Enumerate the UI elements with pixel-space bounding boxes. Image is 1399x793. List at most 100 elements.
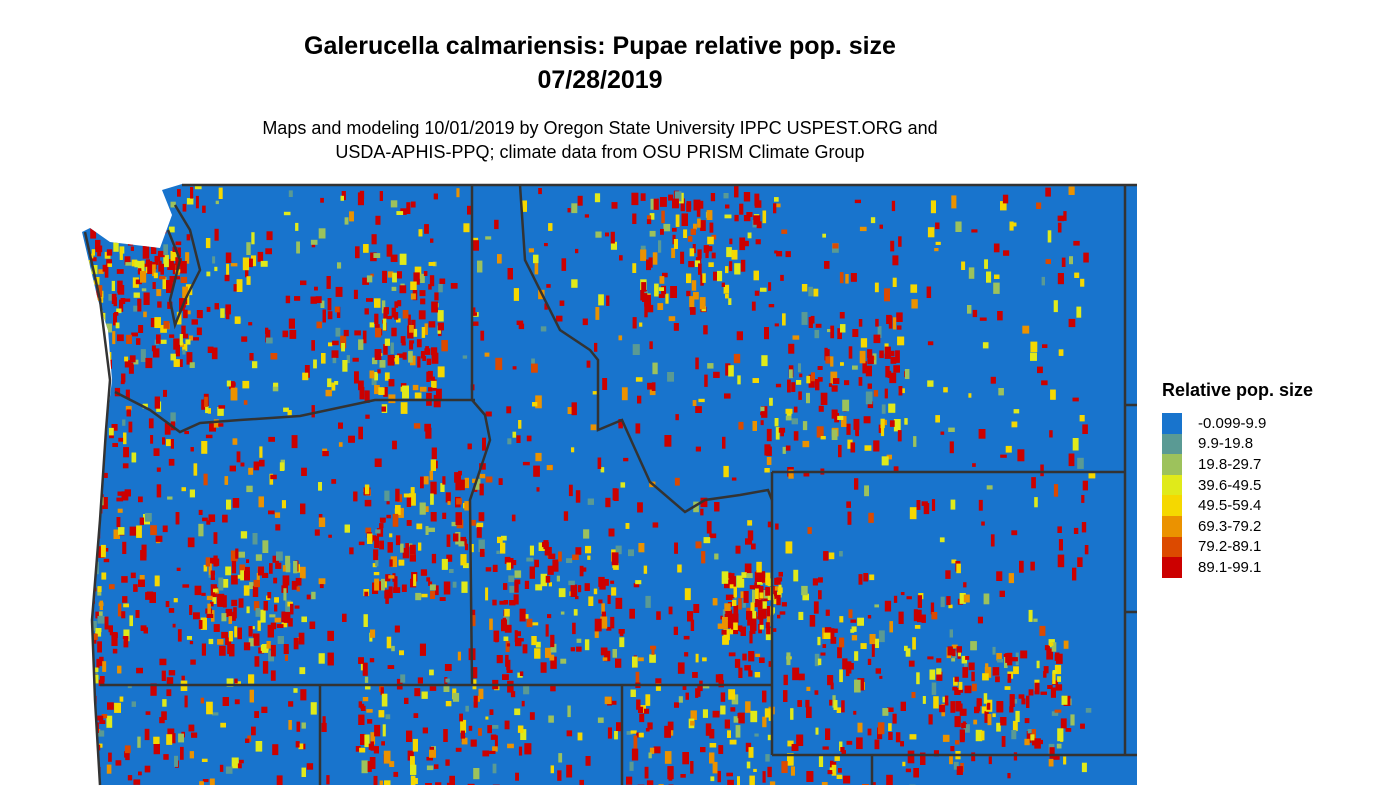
population-cell bbox=[577, 195, 583, 206]
population-cell bbox=[181, 487, 186, 492]
population-cell bbox=[607, 595, 611, 604]
population-cell bbox=[740, 591, 746, 598]
population-cell bbox=[701, 551, 706, 564]
population-cell bbox=[1051, 711, 1059, 716]
population-cell bbox=[458, 541, 465, 547]
population-cell bbox=[224, 476, 229, 485]
population-cell bbox=[1007, 773, 1011, 779]
population-cell bbox=[614, 731, 618, 740]
population-cell bbox=[516, 435, 521, 443]
population-cell bbox=[680, 774, 686, 778]
population-cell bbox=[97, 285, 103, 298]
population-cell bbox=[370, 273, 374, 277]
population-cell bbox=[153, 236, 160, 240]
population-cell bbox=[600, 647, 608, 656]
population-cell bbox=[728, 365, 734, 377]
population-cell bbox=[123, 447, 129, 458]
population-cell bbox=[90, 227, 97, 239]
population-cell bbox=[802, 421, 808, 431]
population-cell bbox=[332, 353, 337, 364]
population-cell bbox=[744, 665, 751, 671]
population-cell bbox=[840, 324, 846, 333]
population-cell bbox=[178, 359, 183, 367]
population-cell bbox=[126, 409, 131, 417]
population-cell bbox=[465, 705, 469, 712]
population-cell bbox=[270, 644, 276, 657]
population-cell bbox=[681, 213, 688, 226]
population-cell bbox=[473, 768, 480, 780]
population-cell bbox=[109, 584, 115, 590]
population-cell bbox=[652, 522, 659, 528]
legend-item: 69.3-79.2 bbox=[1162, 515, 1313, 537]
population-cell bbox=[709, 752, 715, 764]
population-cell bbox=[180, 276, 188, 283]
population-cell bbox=[640, 193, 646, 201]
population-cell bbox=[909, 734, 917, 740]
population-cell bbox=[124, 256, 131, 265]
population-cell bbox=[534, 559, 539, 568]
population-cell bbox=[519, 671, 524, 676]
population-cell bbox=[206, 520, 211, 525]
population-cell bbox=[781, 761, 788, 773]
population-cell bbox=[813, 288, 819, 297]
population-cell bbox=[1030, 734, 1035, 741]
population-cell bbox=[743, 215, 751, 222]
population-cell bbox=[597, 717, 604, 723]
population-cell bbox=[265, 329, 271, 343]
population-cell bbox=[159, 222, 167, 234]
population-cell bbox=[425, 346, 429, 354]
population-cell bbox=[717, 770, 721, 783]
population-cell bbox=[754, 193, 760, 206]
population-cell bbox=[546, 465, 553, 471]
population-cell bbox=[1017, 449, 1025, 462]
population-cell bbox=[118, 437, 126, 442]
population-cell bbox=[752, 589, 756, 603]
population-cell bbox=[124, 745, 131, 754]
population-cell bbox=[98, 743, 103, 748]
population-cell bbox=[173, 338, 180, 350]
population-cell bbox=[695, 257, 702, 264]
population-cell bbox=[833, 378, 840, 384]
population-cell bbox=[695, 541, 702, 549]
population-cell bbox=[259, 459, 265, 467]
population-cell bbox=[328, 534, 332, 538]
population-cell bbox=[1036, 660, 1040, 669]
population-cell bbox=[633, 735, 638, 749]
population-cell bbox=[381, 693, 388, 707]
population-cell bbox=[926, 286, 932, 298]
population-cell bbox=[535, 584, 543, 591]
population-cell bbox=[267, 624, 274, 638]
population-cell bbox=[182, 203, 187, 212]
population-cell bbox=[86, 295, 90, 307]
population-cell bbox=[621, 387, 628, 401]
population-cell bbox=[496, 550, 500, 554]
population-cell bbox=[385, 595, 389, 604]
population-cell bbox=[1057, 215, 1064, 222]
population-cell bbox=[388, 575, 395, 579]
population-cell bbox=[402, 385, 409, 399]
population-cell bbox=[144, 513, 152, 522]
population-cell bbox=[385, 574, 391, 582]
population-cell bbox=[556, 575, 560, 582]
population-cell bbox=[379, 517, 386, 523]
population-cell bbox=[507, 438, 512, 445]
population-cell bbox=[741, 572, 747, 578]
population-cell bbox=[268, 436, 275, 442]
population-cell bbox=[1020, 650, 1028, 659]
population-cell bbox=[786, 408, 792, 419]
population-cell bbox=[1085, 708, 1092, 713]
population-cell bbox=[186, 234, 191, 241]
population-cell bbox=[827, 770, 833, 775]
population-cell bbox=[837, 415, 844, 420]
population-cell bbox=[842, 658, 848, 670]
population-cell bbox=[854, 199, 861, 204]
population-cell bbox=[608, 528, 615, 537]
population-cell bbox=[616, 722, 623, 732]
population-cell bbox=[200, 617, 207, 630]
population-cell bbox=[441, 558, 448, 570]
population-cell bbox=[152, 282, 156, 289]
population-cell bbox=[487, 725, 492, 734]
population-cell bbox=[841, 700, 845, 713]
population-cell bbox=[237, 627, 242, 640]
population-cell bbox=[728, 689, 736, 700]
